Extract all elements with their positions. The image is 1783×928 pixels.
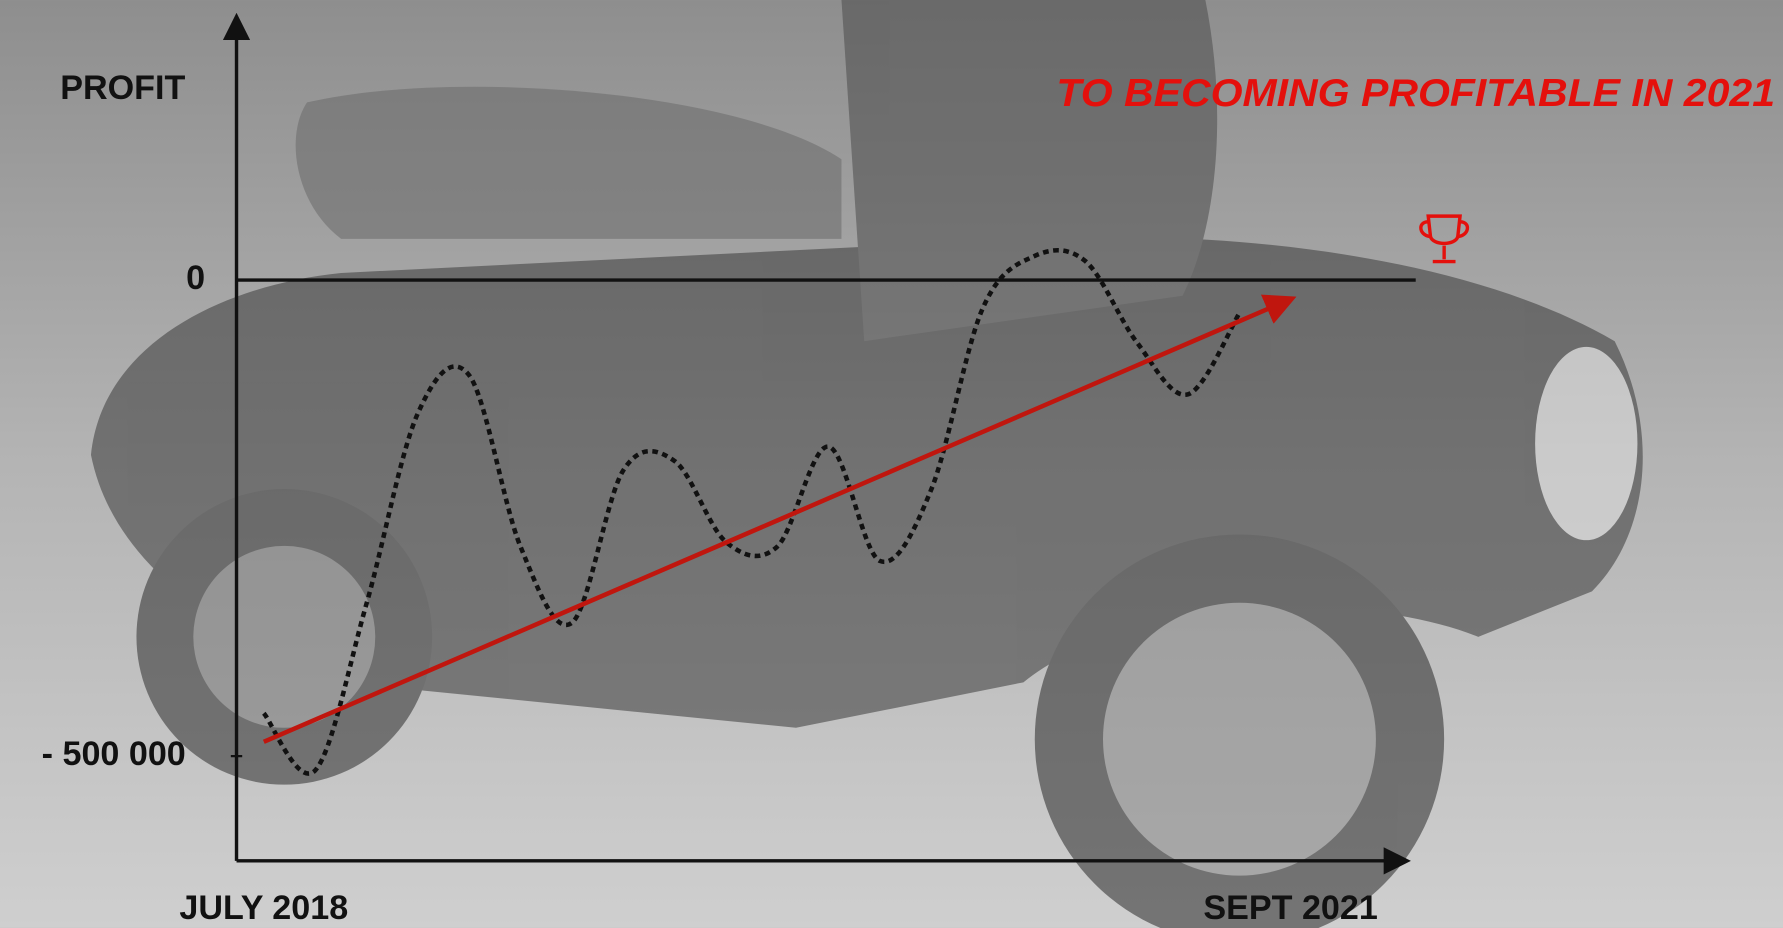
- y-tick-label: 0: [186, 259, 205, 297]
- x-tick-label: JULY 2018: [179, 889, 348, 927]
- annotation: TO BECOMING PROFITABLE IN 2021: [1056, 72, 1775, 115]
- chart: PROFIT TO BECOMING PROFITABLE IN 2021 0 -…: [0, 0, 1783, 928]
- y-axis-label: PROFIT: [60, 69, 185, 107]
- y-tick-label: - 500 000: [42, 735, 186, 773]
- x-tick-label: SEPT 2021: [1203, 889, 1377, 927]
- page: {"chart_data": { "type": "line", "y_labe…: [0, 0, 1783, 928]
